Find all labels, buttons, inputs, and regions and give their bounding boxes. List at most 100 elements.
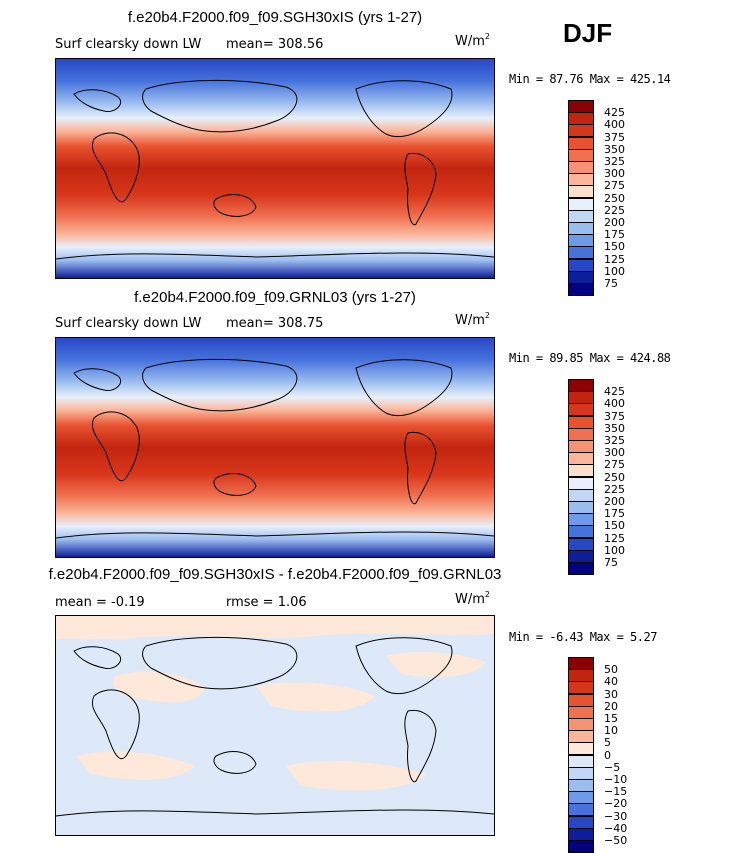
panel-3-units: W/m2: [455, 590, 490, 607]
colorbar-box: [568, 562, 594, 575]
colorbar-label: 15: [604, 712, 618, 725]
colorbar-label: 10: [604, 724, 618, 738]
panel-2-mean: mean= 308.75: [226, 316, 324, 331]
colorbar-box: [568, 185, 594, 199]
colorbar-box: [568, 209, 594, 223]
colorbar-box: [568, 124, 594, 138]
panel-1-variable: Surf clearsky down LW: [55, 37, 202, 52]
colorbar-label: 300: [604, 446, 625, 460]
colorbar-box: [568, 464, 594, 478]
colorbar-box: [568, 222, 594, 235]
colorbar-box: [568, 173, 594, 187]
panel-2-minmax: Min = 89.85 Max = 424.88: [509, 351, 671, 365]
colorbar-label: 75: [604, 556, 618, 569]
colorbar-label: 175: [604, 228, 625, 242]
colorbar-label: 75: [604, 277, 618, 290]
colorbar-label: 225: [604, 203, 625, 217]
colorbar-box: [568, 258, 594, 272]
colorbar-label: 20: [604, 699, 618, 713]
colorbar-box: [568, 766, 594, 780]
colorbar-label: 350: [604, 142, 625, 156]
colorbar-box: [568, 681, 594, 695]
colorbar-box: [568, 513, 594, 527]
colorbar-box: [568, 234, 594, 248]
colorbar-box: [568, 525, 594, 539]
colorbar-label: 400: [604, 118, 625, 132]
colorbar-box: [568, 669, 594, 683]
colorbar-box: [568, 391, 594, 405]
colorbar-label: 5: [604, 736, 611, 750]
colorbar-box: [568, 791, 594, 805]
colorbar-box: [568, 427, 594, 441]
panel-1-minmax: Min = 87.76 Max = 425.14: [509, 72, 671, 86]
panel-1-title: f.e20b4.F2000.f09_f09.SGH30xIS (yrs 1-27…: [127, 9, 423, 26]
colorbar-box: [568, 815, 594, 829]
colorbar-box: [568, 440, 594, 453]
panel-2-map-field: [56, 338, 494, 557]
colorbar-label: 375: [604, 130, 625, 144]
colorbar-label: −15: [604, 785, 628, 799]
panel-1-mean: mean= 308.56: [226, 37, 324, 52]
colorbar-box: [568, 283, 594, 296]
colorbar-label: 100: [604, 543, 625, 557]
panel-3-title: f.e20b4.F2000.f09_f09.SGH30xIS - f.e20b4…: [48, 566, 502, 583]
colorbar-label: −10: [604, 773, 628, 786]
colorbar-box: [568, 705, 594, 719]
colorbar-label: 150: [604, 519, 625, 533]
colorbar-label: 150: [604, 240, 625, 254]
panel-2-units: W/m2: [455, 311, 490, 328]
colorbar-label: 400: [604, 397, 625, 411]
colorbar-box: [568, 112, 594, 126]
colorbar-box: [568, 415, 594, 429]
colorbar-box: [568, 779, 594, 792]
colorbar-label: 275: [604, 458, 625, 472]
colorbar-label: 250: [604, 191, 625, 205]
panel-3-mean: mean = -0.19: [55, 595, 145, 610]
colorbar-label: 300: [604, 167, 625, 181]
colorbar-box: [568, 379, 594, 392]
colorbar-label: 275: [604, 179, 625, 193]
colorbar-box: [568, 136, 594, 150]
colorbar-box: [568, 693, 594, 707]
colorbar-box: [568, 100, 594, 113]
colorbar-label: 30: [604, 687, 618, 701]
colorbar-box: [568, 718, 594, 731]
colorbar-box: [568, 403, 594, 417]
panel-3-map-field: [56, 616, 494, 835]
colorbar-box: [568, 246, 594, 260]
colorbar-box: [568, 742, 594, 756]
colorbar-label: 225: [604, 482, 625, 496]
colorbar-label: 375: [604, 409, 625, 423]
colorbar-label: 350: [604, 421, 625, 435]
colorbar-label: −40: [604, 821, 628, 835]
colorbar-box: [568, 501, 594, 514]
colorbar-label: 50: [604, 663, 618, 677]
colorbar-label: 425: [604, 106, 625, 120]
colorbar-box: [568, 840, 594, 853]
panel-3-minmax: Min = -6.43 Max = 5.27: [509, 630, 657, 644]
colorbar-label: 175: [604, 507, 625, 521]
colorbar-box: [568, 161, 594, 174]
colorbar-label: 0: [604, 748, 611, 762]
colorbar-label: 200: [604, 216, 625, 229]
colorbar-box: [568, 657, 594, 670]
season-label: DJF: [563, 18, 613, 48]
panel-2-variable: Surf clearsky down LW: [55, 316, 202, 331]
colorbar-box: [568, 754, 594, 768]
colorbar-box: [568, 452, 594, 466]
colorbar-label: 250: [604, 470, 625, 484]
colorbar-label: −50: [604, 834, 628, 847]
colorbar-box: [568, 148, 594, 162]
colorbar-label: 40: [604, 675, 618, 689]
colorbar-label: −20: [604, 797, 628, 811]
colorbar-box: [568, 488, 594, 502]
colorbar-box: [568, 476, 594, 490]
colorbar-label: 200: [604, 495, 625, 508]
panel-3-rmse: rmse = 1.06: [226, 595, 307, 610]
colorbar-label: 425: [604, 385, 625, 399]
colorbar-box: [568, 827, 594, 841]
panel-1-units: W/m2: [455, 32, 490, 49]
colorbar-box: [568, 730, 594, 744]
colorbar-box: [568, 549, 594, 563]
panel-2-map: [55, 337, 495, 558]
